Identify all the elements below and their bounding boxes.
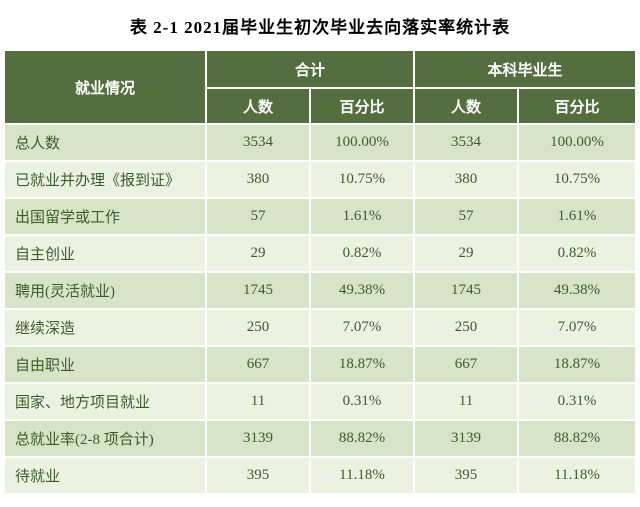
- header-group-row: 就业情况 合计 本科毕业生: [2, 49, 638, 125]
- cell-undergrad-count: 29: [413, 234, 519, 273]
- subheader-undergrad-count: 人数: [413, 87, 519, 125]
- cell-total-percentage: 1.61%: [308, 197, 416, 236]
- cell-undergrad-count: 3534: [413, 123, 519, 162]
- cell-total-percentage: 49.38%: [308, 271, 416, 310]
- page-title: 表 2-1 2021届毕业生初次毕业去向落实率统计表: [129, 18, 511, 37]
- row-label: 继续深造: [2, 308, 207, 347]
- cell-undergrad-percentage: 100.00%: [516, 123, 638, 162]
- cell-undergrad-count: 57: [413, 197, 519, 236]
- cell-undergrad-count: 11: [413, 382, 519, 421]
- employment-statistics-table: 就业情况 合计 本科毕业生 人数 百分比 人数 百分比 总人数 3534 100…: [2, 49, 638, 495]
- cell-total-percentage: 0.82%: [308, 234, 416, 273]
- table-row: 出国留学或工作 57 1.61% 57 1.61%: [2, 197, 638, 236]
- cell-undergrad-percentage: 88.82%: [516, 419, 638, 458]
- cell-total-count: 3139: [204, 419, 311, 458]
- cell-undergrad-count: 380: [413, 160, 519, 199]
- cell-undergrad-count: 250: [413, 308, 519, 347]
- header-total: 合计: [204, 49, 416, 89]
- cell-total-percentage: 100.00%: [308, 123, 416, 162]
- subheader-undergrad-percentage: 百分比: [516, 87, 638, 125]
- table-row: 聘用(灵活就业) 1745 49.38% 1745 49.38%: [2, 271, 638, 310]
- cell-undergrad-count: 3139: [413, 419, 519, 458]
- row-label: 总就业率(2-8 项合计): [2, 419, 207, 458]
- subheader-total-count: 人数: [204, 87, 311, 125]
- cell-total-count: 395: [204, 456, 311, 495]
- cell-total-count: 380: [204, 160, 311, 199]
- row-label: 聘用(灵活就业): [2, 271, 207, 310]
- table-row: 总人数 3534 100.00% 3534 100.00%: [2, 123, 638, 162]
- cell-undergrad-percentage: 18.87%: [516, 345, 638, 384]
- header-sub-row: 人数 百分比 人数 百分比: [4, 87, 638, 125]
- cell-total-percentage: 11.18%: [308, 456, 416, 495]
- row-label: 自主创业: [2, 234, 207, 273]
- table-row: 自主创业 29 0.82% 29 0.82%: [2, 234, 638, 273]
- row-label: 已就业并办理《报到证》: [2, 160, 207, 199]
- cell-total-count: 667: [204, 345, 311, 384]
- cell-total-count: 57: [204, 197, 311, 236]
- cell-undergrad-percentage: 49.38%: [516, 271, 638, 310]
- cell-total-percentage: 0.31%: [308, 382, 416, 421]
- cell-total-count: 250: [204, 308, 311, 347]
- cell-undergrad-percentage: 1.61%: [516, 197, 638, 236]
- cell-undergrad-percentage: 11.18%: [516, 456, 638, 495]
- cell-undergrad-count: 1745: [413, 271, 519, 310]
- cell-total-count: 1745: [204, 271, 311, 310]
- row-label: 总人数: [2, 123, 207, 162]
- table-row: 待就业 395 11.18% 395 11.18%: [2, 456, 638, 495]
- cell-total-percentage: 7.07%: [308, 308, 416, 347]
- subheader-total-percentage: 百分比: [308, 87, 416, 125]
- cell-total-percentage: 10.75%: [308, 160, 416, 199]
- cell-undergrad-percentage: 0.82%: [516, 234, 638, 273]
- cell-total-percentage: 18.87%: [308, 345, 416, 384]
- row-label: 国家、地方项目就业: [2, 382, 207, 421]
- cell-total-percentage: 88.82%: [308, 419, 416, 458]
- cell-undergrad-count: 667: [413, 345, 519, 384]
- table-row: 已就业并办理《报到证》 380 10.75% 380 10.75%: [2, 160, 638, 199]
- row-label: 自由职业: [2, 345, 207, 384]
- cell-total-count: 29: [204, 234, 311, 273]
- table-row: 自由职业 667 18.87% 667 18.87%: [2, 345, 638, 384]
- row-label: 出国留学或工作: [2, 197, 207, 236]
- cell-undergrad-count: 395: [413, 456, 519, 495]
- cell-undergrad-percentage: 7.07%: [516, 308, 638, 347]
- cell-total-count: 3534: [204, 123, 311, 162]
- cell-undergrad-percentage: 10.75%: [516, 160, 638, 199]
- cell-total-count: 11: [204, 382, 311, 421]
- cell-undergrad-percentage: 0.31%: [516, 382, 638, 421]
- table-row: 继续深造 250 7.07% 250 7.07%: [2, 308, 638, 347]
- header-employment-status: 就业情况: [2, 49, 207, 125]
- table-row: 总就业率(2-8 项合计) 3139 88.82% 3139 88.82%: [2, 419, 638, 458]
- table-row: 国家、地方项目就业 11 0.31% 11 0.31%: [2, 382, 638, 421]
- header-undergraduate: 本科毕业生: [412, 49, 638, 89]
- row-label: 待就业: [2, 456, 207, 495]
